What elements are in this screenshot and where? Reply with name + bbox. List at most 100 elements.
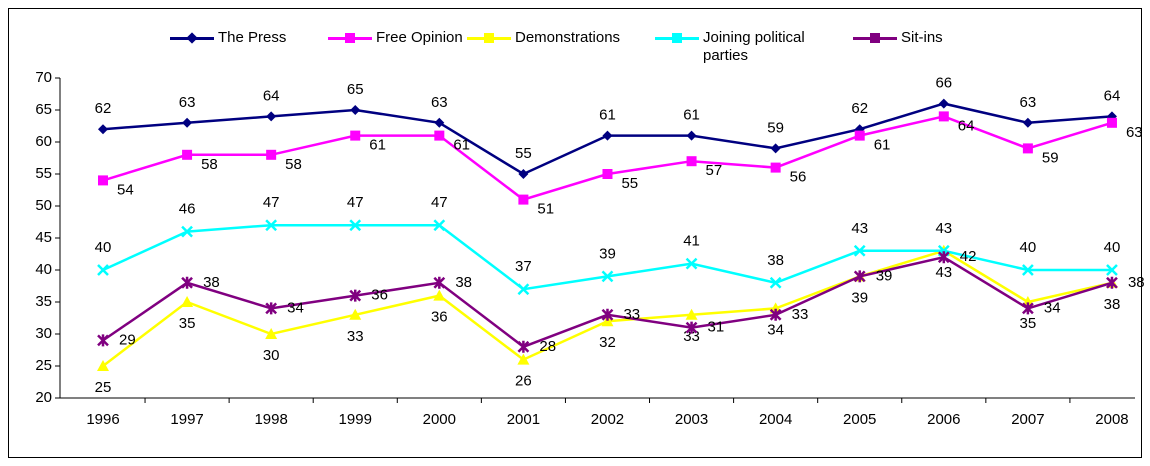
marker — [181, 276, 193, 289]
legend-swatch — [467, 29, 511, 47]
data-label: 61 — [874, 137, 891, 154]
marker — [601, 308, 614, 321]
x-tick-label: 2007 — [1011, 411, 1044, 428]
data-label: 63 — [179, 94, 196, 111]
data-label: 63 — [431, 94, 448, 111]
marker — [854, 130, 865, 141]
marker — [1106, 264, 1118, 276]
data-label: 65 — [347, 81, 364, 98]
marker — [265, 302, 278, 315]
legend-swatch — [853, 29, 897, 47]
data-label: 63 — [1126, 124, 1143, 141]
data-label: 66 — [935, 75, 952, 92]
data-label: 38 — [1128, 274, 1145, 291]
y-tick-label: 25 — [35, 357, 52, 374]
marker — [602, 169, 613, 179]
data-label: 35 — [179, 315, 196, 332]
data-label: 62 — [95, 100, 112, 117]
data-label: 47 — [431, 194, 448, 211]
marker — [433, 289, 446, 301]
data-label: 54 — [117, 181, 134, 198]
marker — [265, 328, 278, 339]
marker — [182, 117, 193, 128]
y-tick-label: 30 — [35, 325, 52, 342]
data-label: 63 — [1020, 94, 1037, 111]
data-label: 33 — [623, 306, 640, 323]
data-label: 41 — [683, 233, 700, 250]
data-label: 40 — [1020, 239, 1037, 256]
y-tick-label: 35 — [35, 293, 52, 310]
legend-label: The Press — [218, 29, 287, 46]
legend-item: Demonstrations — [467, 29, 620, 47]
x-tick-label: 2001 — [507, 411, 540, 428]
y-tick-label: 55 — [35, 165, 52, 182]
x-tick-label: 2006 — [927, 411, 960, 428]
legend-label: Sit-ins — [901, 29, 943, 46]
data-label: 61 — [683, 107, 700, 124]
data-label: 33 — [792, 306, 809, 323]
marker — [350, 130, 361, 141]
y-tick-label: 70 — [35, 69, 52, 86]
data-label: 30 — [263, 347, 280, 364]
marker — [97, 334, 109, 347]
data-label: 47 — [263, 194, 280, 211]
legend-label: Joining political parties — [703, 29, 805, 64]
y-tick-label: 65 — [35, 101, 52, 118]
marker — [686, 156, 697, 167]
marker — [266, 111, 277, 122]
data-label: 39 — [851, 289, 868, 306]
marker — [853, 270, 866, 283]
x-tick-label: 2004 — [759, 411, 792, 428]
marker — [517, 340, 530, 353]
data-label: 43 — [851, 220, 868, 237]
data-label: 36 — [371, 287, 388, 304]
legend-swatch — [170, 29, 214, 47]
x-tick-label: 1998 — [254, 411, 287, 428]
x-tick-label: 2008 — [1095, 411, 1128, 428]
marker — [686, 130, 697, 141]
legend-label: Demonstrations — [515, 29, 621, 46]
marker — [518, 169, 529, 179]
legend-swatch — [328, 29, 372, 47]
marker — [601, 270, 614, 283]
marker — [1021, 302, 1034, 315]
x-tick-label: 2003 — [675, 411, 708, 428]
data-label: 64 — [1104, 87, 1121, 104]
data-label: 36 — [431, 309, 448, 326]
marker — [1021, 264, 1034, 276]
y-tick-label: 50 — [35, 197, 52, 214]
marker — [770, 162, 781, 173]
marker — [937, 251, 950, 264]
y-tick-label: 45 — [35, 229, 52, 246]
data-label: 61 — [599, 107, 616, 124]
marker — [769, 308, 782, 321]
marker — [349, 219, 362, 232]
data-label: 58 — [201, 156, 218, 173]
marker — [1022, 143, 1033, 154]
data-label: 62 — [851, 100, 868, 117]
data-label: 64 — [958, 117, 975, 134]
marker — [349, 289, 362, 302]
marker — [517, 283, 530, 296]
data-label: 57 — [706, 162, 723, 179]
x-tick-label: 2000 — [423, 411, 456, 428]
data-label: 32 — [599, 334, 616, 351]
marker — [434, 117, 445, 128]
marker — [853, 244, 866, 257]
data-label: 35 — [1020, 315, 1037, 332]
marker — [1106, 117, 1117, 128]
data-label: 59 — [767, 119, 784, 136]
legend-item: Joining political parties — [655, 29, 833, 65]
marker — [602, 130, 613, 141]
marker — [97, 360, 109, 371]
x-tick-label: 1997 — [170, 411, 203, 428]
marker — [434, 130, 445, 141]
marker — [685, 257, 698, 270]
chart-border — [8, 8, 1142, 458]
legend-item: Free Opinion — [328, 29, 463, 47]
marker — [98, 175, 108, 186]
data-label: 37 — [515, 258, 532, 275]
data-label: 43 — [935, 264, 952, 281]
